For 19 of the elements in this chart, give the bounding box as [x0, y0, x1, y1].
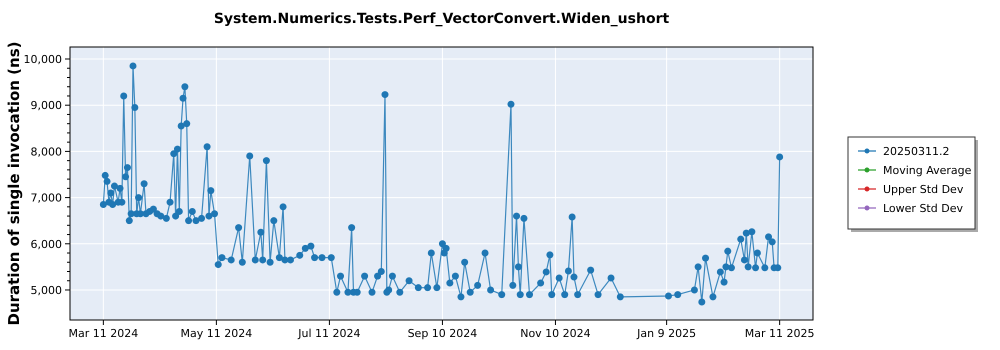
x-tick-label: Nov 10 2024	[520, 327, 591, 340]
y-tick-label: 8,000	[30, 145, 62, 158]
legend-label: Lower Std Dev	[883, 202, 964, 215]
x-tick-label: May 11 2024	[180, 327, 252, 340]
y-tick-label: 10,000	[24, 53, 62, 66]
legend-label: Upper Std Dev	[883, 183, 964, 196]
y-tick-label: 7,000	[30, 192, 62, 205]
y-tick-label: 5,000	[30, 284, 62, 297]
x-tick-label: Sep 10 2024	[408, 327, 478, 340]
y-tick-label: 6,000	[30, 238, 62, 251]
x-tick-label: Jul 11 2024	[297, 327, 361, 340]
x-tick-label: Mar 11 2025	[744, 327, 815, 340]
x-tick-label: Mar 11 2024	[68, 327, 138, 340]
legend-label: Moving Average	[883, 164, 972, 177]
y-axis-title: Duration of single invocation (ns)	[5, 42, 23, 326]
chart-title: System.Numerics.Tests.Perf_VectorConvert.Widen_ushort	[214, 11, 670, 27]
y-tick-label: 9,000	[30, 99, 62, 112]
x-tick-label: Jan 9 2025	[636, 327, 696, 340]
legend-label: 20250311.2	[883, 145, 950, 158]
